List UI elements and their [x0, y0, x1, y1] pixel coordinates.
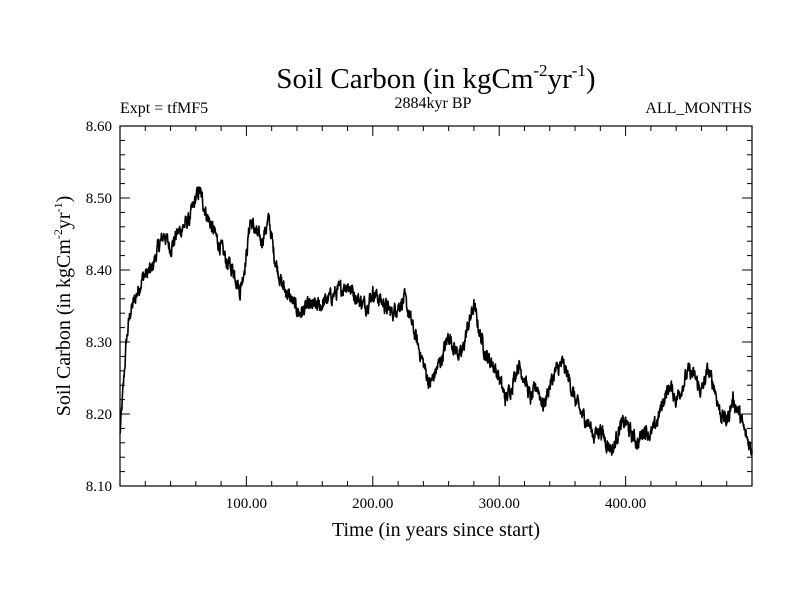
series-line-soil-carbon [119, 186, 753, 456]
x-axis-label: Time (in years since start) [332, 519, 540, 541]
y-axis-label-exp1: -2 [51, 229, 65, 239]
y-tick-label: 8.30 [86, 335, 112, 351]
x-tick-label: 100.00 [226, 496, 267, 512]
x-tick-label: 400.00 [605, 496, 646, 512]
y-axis-label-exp2: -1 [51, 202, 65, 212]
y-axis-label-main: Soil Carbon (in kgCm [53, 239, 75, 417]
chart-title-end: ) [586, 63, 596, 95]
chart-title: Soil Carbon (in kgCm-2yr-1) [276, 61, 595, 95]
period-label: 2884kyr BP [395, 95, 472, 112]
x-tick-labels: 100.00 200.00 300.00 400.00 [226, 496, 646, 512]
y-axis-label: Soil Carbon (in kgCm-2yr-1) [51, 196, 75, 417]
y-tick-label: 8.20 [86, 407, 112, 423]
chart-title-main: Soil Carbon (in kgCm [276, 63, 533, 95]
y-tick-label: 8.50 [86, 191, 112, 207]
y-tick-labels: 8.10 8.20 8.30 8.40 8.50 8.60 [86, 119, 112, 495]
axis-ticks [120, 125, 752, 487]
y-axis-label-end: ) [53, 196, 75, 203]
x-tick-label: 300.00 [479, 496, 520, 512]
expt-label: Expt = tfMF5 [120, 100, 208, 117]
y-tick-label: 8.40 [86, 263, 112, 279]
chart-title-exp1: -2 [533, 61, 547, 80]
y-tick-label: 8.10 [86, 479, 112, 495]
y-axis-label-mid: yr [53, 212, 75, 229]
y-tick-label: 8.60 [86, 119, 112, 135]
chart-title-mid: yr [548, 63, 573, 95]
months-label: ALL_MONTHS [645, 100, 752, 117]
plot-frame [119, 125, 753, 487]
x-tick-label: 200.00 [352, 496, 393, 512]
chart-title-exp2: -1 [572, 61, 586, 80]
